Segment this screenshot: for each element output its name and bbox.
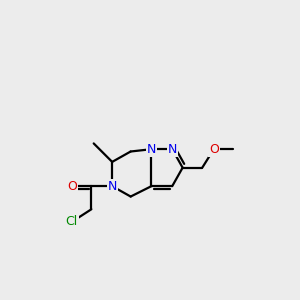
Text: N: N [167, 143, 177, 156]
Text: N: N [107, 180, 117, 193]
Text: O: O [209, 143, 219, 156]
Text: N: N [147, 143, 156, 156]
Text: O: O [67, 180, 77, 193]
Text: Cl: Cl [66, 215, 78, 229]
